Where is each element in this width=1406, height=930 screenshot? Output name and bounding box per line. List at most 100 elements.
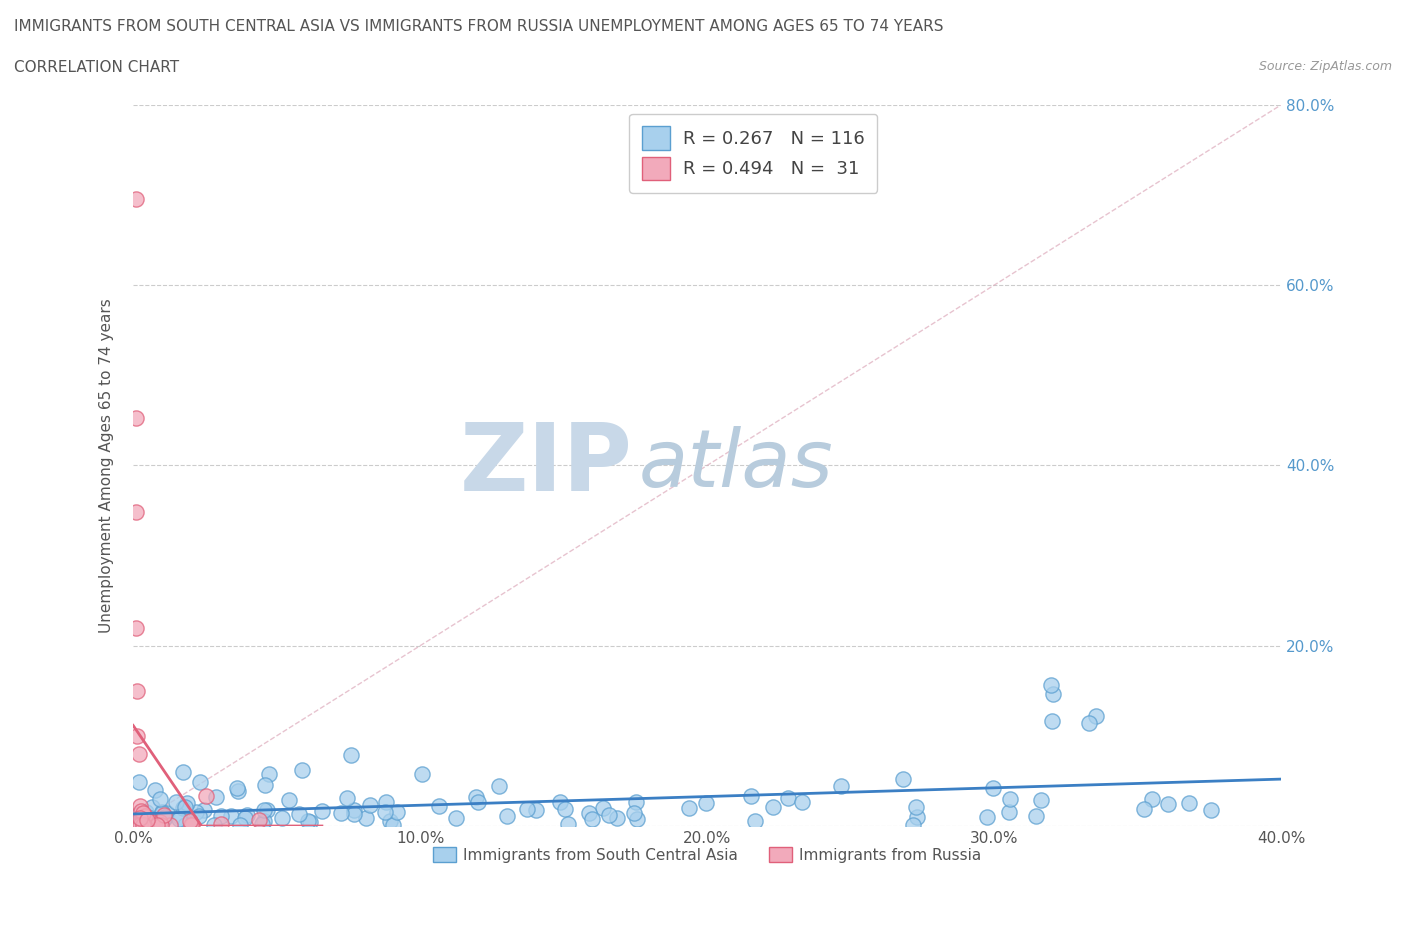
Point (152, 804, 174, 819)
Point (256, 803, 278, 817)
Point (181, 817, 204, 832)
Point (695, 795, 717, 810)
Point (1157, 796, 1180, 811)
Point (128, 817, 150, 832)
Point (287, 807, 309, 822)
Point (167, 811, 190, 826)
Point (132, 817, 155, 832)
Point (141, 815, 163, 830)
Point (311, 804, 333, 818)
Point (134, 808, 156, 823)
Point (374, 804, 396, 819)
Point (125, 505, 148, 520)
Point (125, 620, 148, 635)
Point (830, 778, 852, 793)
Point (247, 813, 270, 828)
Point (1040, 713, 1063, 728)
Point (446, 810, 468, 825)
Point (174, 817, 197, 832)
Point (1133, 802, 1156, 817)
Y-axis label: Unemployment Among Ages 65 to 74 years: Unemployment Among Ages 65 to 74 years (100, 298, 114, 632)
Point (467, 794, 489, 809)
Point (149, 817, 172, 832)
Point (159, 817, 181, 832)
Point (790, 794, 813, 809)
Point (146, 817, 169, 832)
Point (427, 799, 450, 814)
Point (578, 805, 600, 820)
Point (193, 803, 215, 817)
Point (132, 817, 155, 832)
Point (905, 810, 928, 825)
Point (129, 817, 152, 832)
Point (152, 808, 174, 823)
Point (136, 813, 159, 828)
Point (891, 772, 914, 787)
Point (205, 790, 228, 804)
Point (136, 810, 159, 825)
Point (225, 780, 247, 795)
Point (179, 817, 201, 832)
Point (195, 788, 218, 803)
Point (554, 802, 576, 817)
Point (228, 783, 250, 798)
Point (257, 766, 280, 781)
Point (624, 794, 647, 809)
Point (297, 814, 319, 829)
Point (128, 798, 150, 813)
Text: IMMIGRANTS FROM SOUTH CENTRAL ASIA VS IMMIGRANTS FROM RUSSIA UNEMPLOYMENT AMONG : IMMIGRANTS FROM SOUTH CENTRAL ASIA VS IM… (14, 19, 943, 33)
Point (378, 813, 401, 828)
Point (235, 807, 257, 822)
Point (128, 775, 150, 790)
Point (1142, 791, 1164, 806)
Point (411, 766, 433, 781)
Legend: Immigrants from South Central Asia, Immigrants from Russia: Immigrants from South Central Asia, Immi… (427, 841, 988, 869)
Text: atlas: atlas (638, 426, 834, 504)
Point (1042, 686, 1064, 701)
Point (598, 807, 620, 822)
Point (209, 817, 232, 831)
Point (143, 782, 166, 797)
Point (905, 800, 928, 815)
Point (229, 817, 252, 832)
Point (179, 814, 201, 829)
Point (343, 806, 366, 821)
Point (776, 790, 799, 805)
Point (1199, 803, 1222, 817)
Point (329, 805, 352, 820)
Point (1040, 677, 1063, 692)
Point (271, 810, 294, 825)
Point (253, 803, 276, 817)
Point (1077, 716, 1099, 731)
Point (219, 808, 242, 823)
Point (1029, 792, 1052, 807)
Point (592, 800, 614, 815)
Point (153, 812, 176, 827)
Point (495, 809, 517, 824)
Text: Source: ZipAtlas.com: Source: ZipAtlas.com (1258, 60, 1392, 73)
Point (129, 810, 152, 825)
Point (998, 791, 1021, 806)
Point (127, 728, 149, 743)
Point (141, 799, 163, 814)
Point (209, 808, 232, 823)
Point (354, 811, 377, 826)
Point (250, 817, 273, 831)
Point (557, 817, 579, 831)
Point (146, 814, 169, 829)
Point (359, 798, 381, 813)
Point (375, 794, 398, 809)
Point (385, 804, 408, 819)
Point (1177, 795, 1199, 810)
Point (343, 803, 366, 817)
Point (176, 795, 198, 810)
Point (740, 789, 762, 804)
Point (253, 814, 276, 829)
Point (336, 790, 359, 805)
Point (581, 812, 603, 827)
Point (186, 804, 208, 819)
Point (131, 805, 153, 820)
Point (488, 778, 510, 793)
Point (762, 800, 785, 815)
Text: CORRELATION CHART: CORRELATION CHART (14, 60, 179, 75)
